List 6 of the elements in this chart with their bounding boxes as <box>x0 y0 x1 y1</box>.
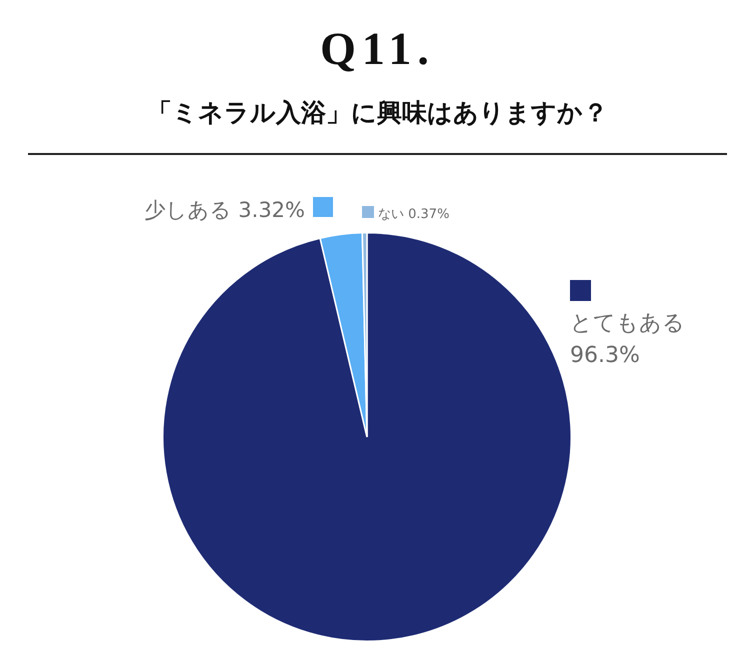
chart-title: Q11. <box>319 22 436 75</box>
data-label: 96.3% <box>570 343 640 368</box>
slice-label: 少しある 3.32% <box>144 198 305 222</box>
chart-subtitle: 「ミネラル入浴」に興味はありますか？ <box>146 97 609 129</box>
legend-label: ない 0.37% <box>378 207 450 222</box>
slice-label: とてもある <box>570 311 685 336</box>
